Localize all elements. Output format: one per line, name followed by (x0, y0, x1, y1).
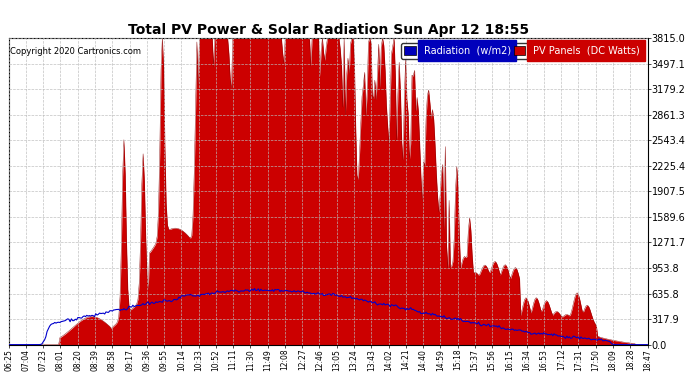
Title: Total PV Power & Solar Radiation Sun Apr 12 18:55: Total PV Power & Solar Radiation Sun Apr… (128, 23, 529, 37)
Legend: Radiation  (w/m2), PV Panels  (DC Watts): Radiation (w/m2), PV Panels (DC Watts) (401, 43, 642, 59)
Text: Copyright 2020 Cartronics.com: Copyright 2020 Cartronics.com (10, 47, 141, 56)
